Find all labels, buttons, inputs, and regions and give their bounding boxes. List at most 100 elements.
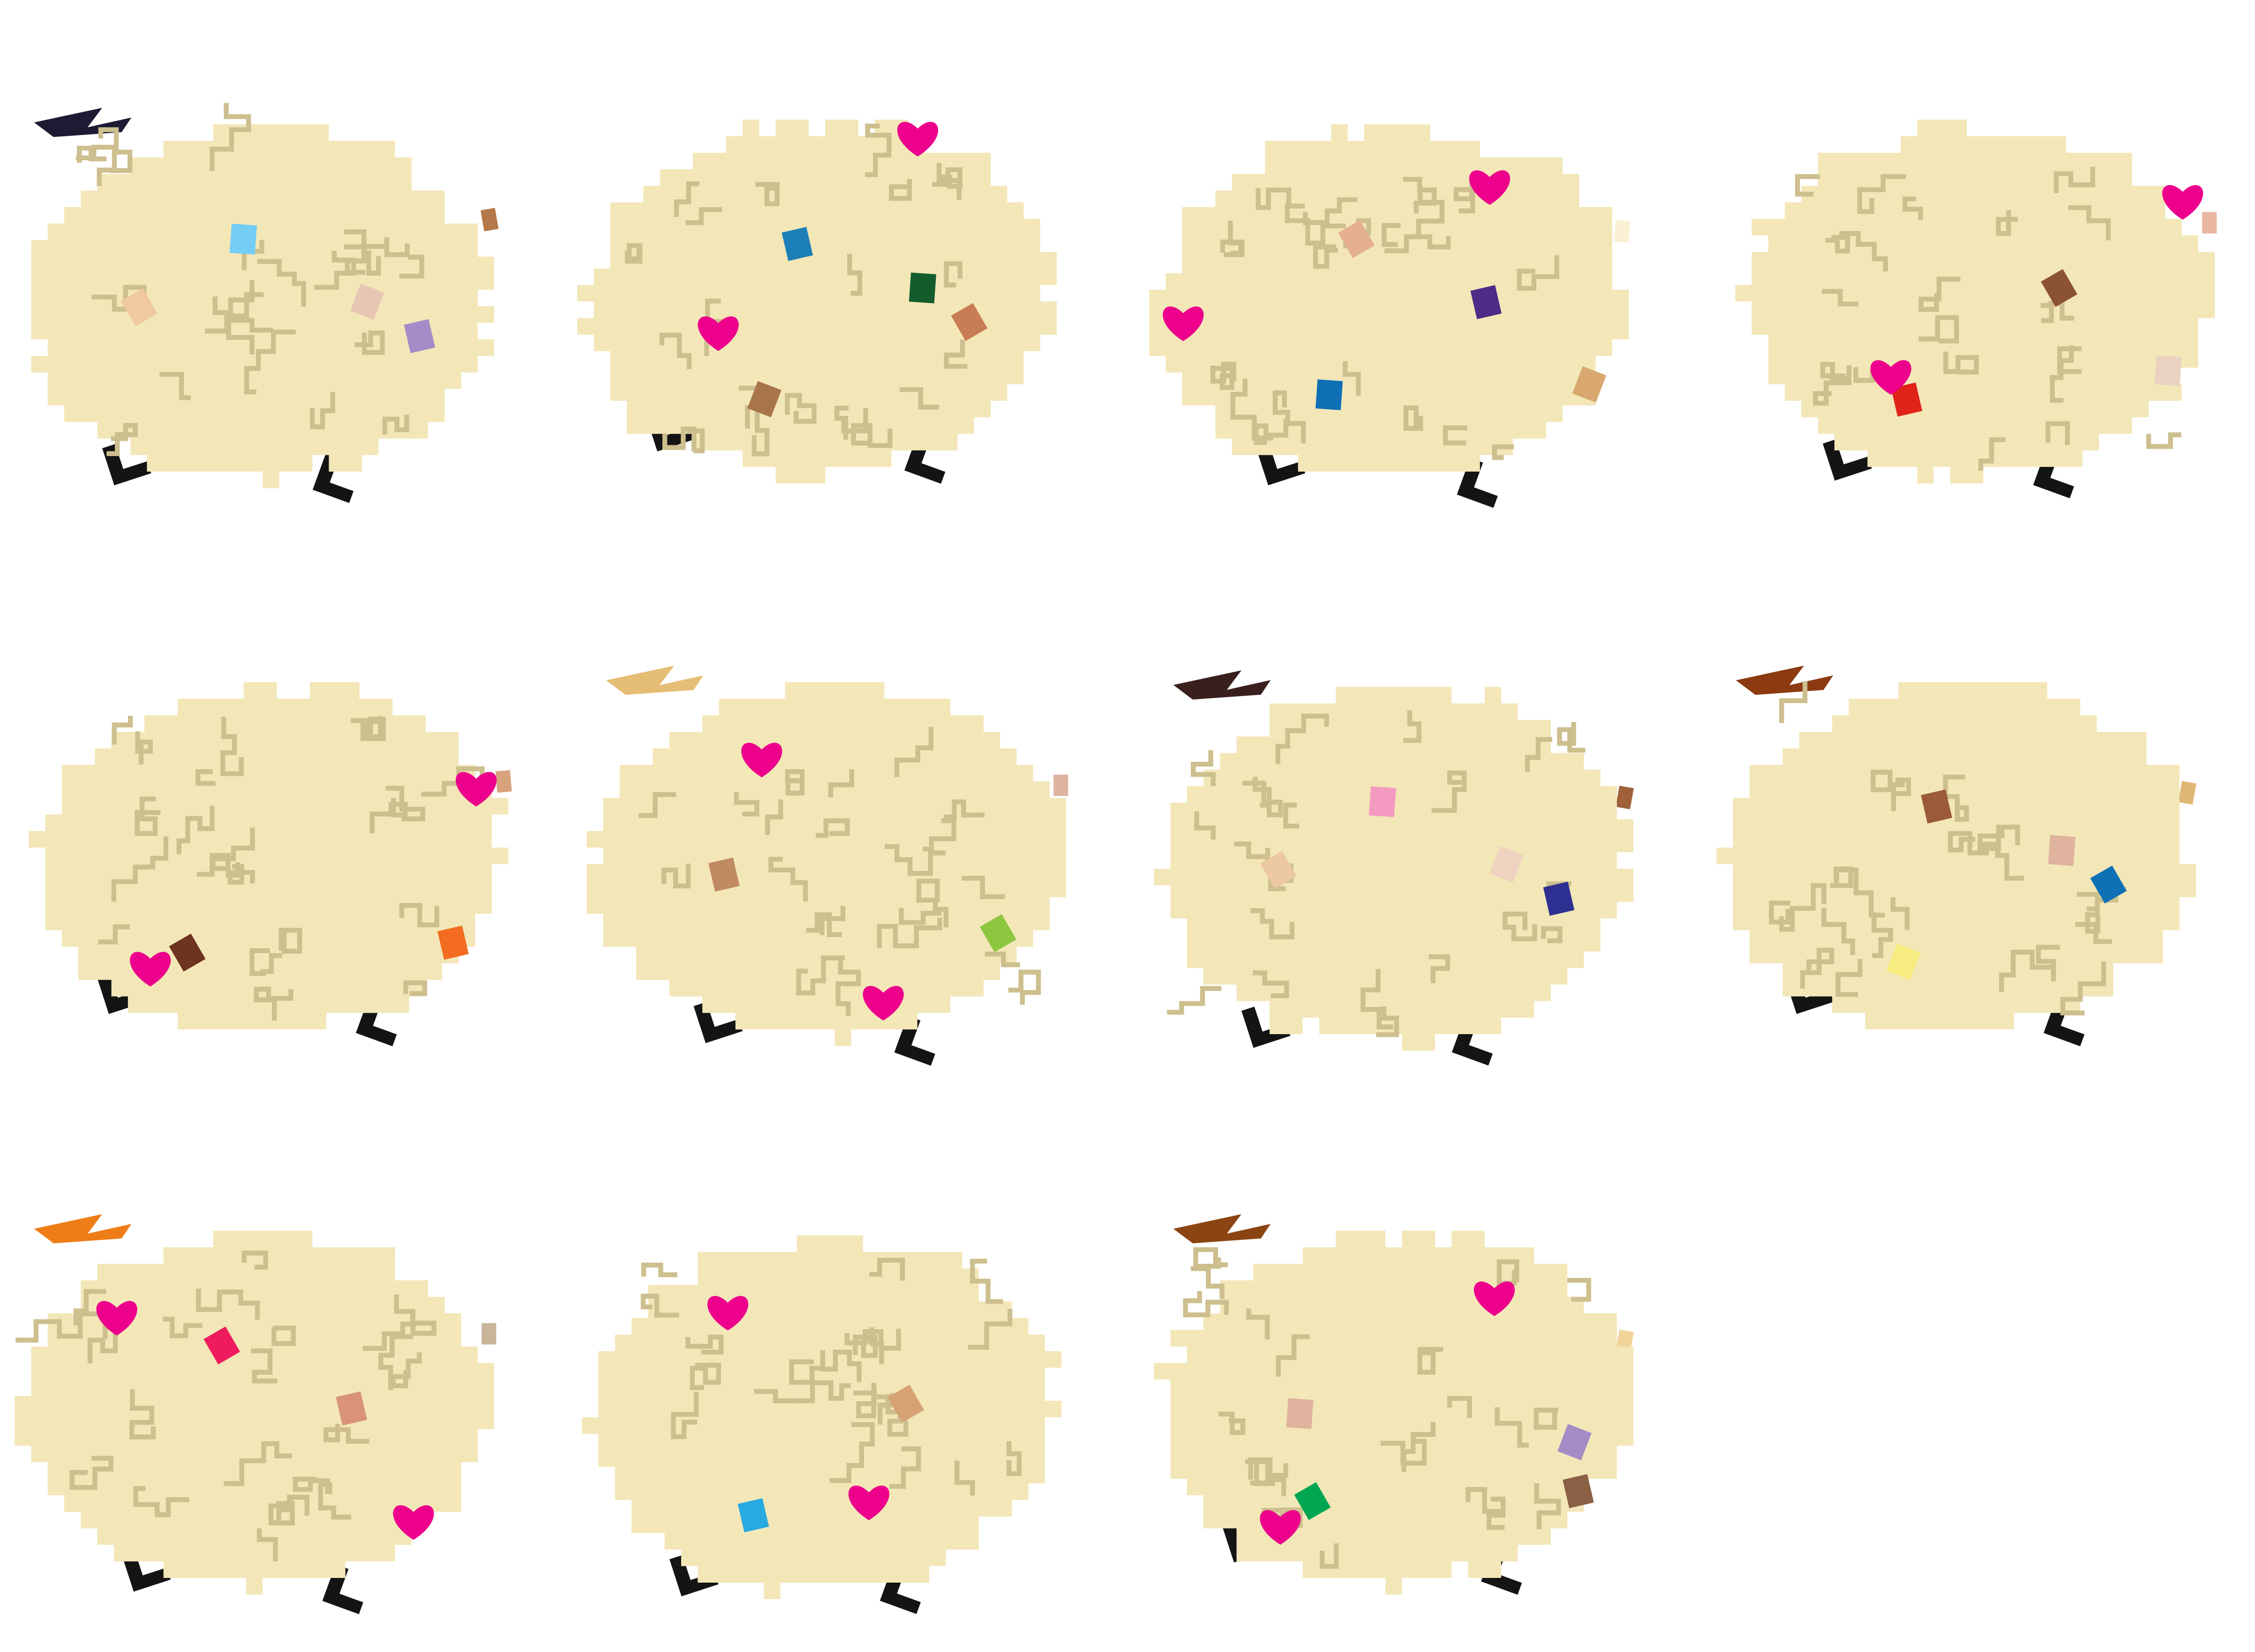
sheep-figure — [577, 103, 1064, 492]
wrinkle-line — [1242, 781, 1283, 818]
wrinkle-line — [1183, 1291, 1229, 1317]
wrinkle-line — [1194, 811, 1216, 840]
sheep-svg — [1149, 124, 1631, 508]
wrinkle-line — [73, 1289, 106, 1326]
wrinkle-line — [944, 339, 968, 369]
sheep-svg — [1735, 120, 2217, 499]
sheep-figure — [1149, 108, 1636, 508]
wrinkle-line — [271, 1325, 296, 1346]
wrinkle-line — [1872, 912, 1893, 958]
wrinkle-line — [865, 123, 892, 177]
wrinkle-line — [1902, 196, 1923, 220]
wrinkle-line — [962, 876, 1005, 899]
wrinkle-line — [354, 330, 385, 355]
wrinkle-line — [1416, 186, 1445, 237]
wrinkle-line — [754, 1389, 798, 1404]
heart-icon — [863, 986, 904, 1021]
patch-icon — [2041, 269, 2078, 307]
wrinkle-line — [1313, 244, 1338, 269]
wrinkle-line — [885, 844, 946, 876]
wrinkle-line — [671, 1392, 699, 1439]
patch-icon — [887, 1384, 925, 1423]
wrinkle-line — [1218, 1412, 1246, 1435]
wrinkle-line — [256, 1528, 278, 1562]
fleece-body — [582, 1235, 1062, 1599]
heart-icon — [848, 1486, 889, 1520]
wrinkle-line — [847, 254, 863, 296]
fleece-body — [577, 120, 1057, 484]
fleece-body — [31, 124, 495, 488]
wrinkle-line — [828, 769, 854, 798]
wrinkle-line — [204, 296, 229, 334]
wrinkle-line — [1918, 277, 1961, 312]
wrinkle-line — [2057, 346, 2082, 374]
wrinkle-line — [1320, 1543, 1339, 1569]
ear-tag-icon — [481, 1323, 496, 1345]
sheep-svg — [577, 120, 1057, 484]
wrinkle-line — [1285, 203, 1346, 246]
patch-icon — [737, 1498, 769, 1532]
patch-icon — [1887, 943, 1921, 980]
wrinkle-line — [641, 1262, 677, 1277]
patch-icon — [747, 381, 782, 418]
wrinkle-line — [878, 1403, 909, 1437]
sheep-svg — [586, 666, 1068, 1066]
wrinkle-line — [394, 1294, 436, 1336]
wrinkle-line — [369, 798, 408, 834]
wrinkle-line — [1275, 713, 1329, 765]
sheep-svg — [31, 103, 499, 503]
wrinkle-line — [366, 250, 381, 276]
sheep-svg — [15, 1214, 496, 1614]
ear-tag-icon — [480, 208, 499, 232]
wrinkle-line — [1821, 908, 1855, 955]
sheep-figure — [28, 666, 516, 1055]
patch-icon — [1286, 1398, 1314, 1429]
wrinkle-line — [1895, 777, 1911, 796]
wrinkle-line — [1380, 1439, 1427, 1466]
wrinkle-line — [344, 229, 367, 249]
patches — [1887, 789, 2127, 980]
wrinkle-line — [765, 799, 783, 835]
wrinkle-line — [1252, 970, 1289, 999]
wrinkle-line — [755, 182, 780, 206]
sheep-svg — [582, 1235, 1062, 1614]
wrinkle-line — [1403, 405, 1423, 431]
wrinkle-line — [399, 903, 439, 928]
hearts — [1870, 185, 2203, 395]
wrinkle-line — [399, 255, 424, 279]
patch-icon — [1557, 1424, 1592, 1460]
fleece-wrinkles — [15, 1250, 436, 1562]
sheep-svg — [1716, 666, 2196, 1046]
wrinkle-line — [1978, 437, 2006, 471]
fleece-body — [29, 682, 509, 1030]
accessories — [495, 770, 512, 793]
wrinkle-line — [196, 1288, 260, 1320]
wrinkle-line — [378, 1334, 413, 1390]
wrinkle-line — [244, 330, 296, 395]
wrinkle-line — [227, 864, 255, 885]
wrinkle-line — [819, 906, 846, 935]
patch-icon — [203, 1326, 241, 1365]
wrinkle-line — [685, 207, 722, 225]
wrinkle-line — [1495, 1407, 1529, 1448]
sheep-figure — [1735, 103, 2222, 499]
wrinkle-line — [163, 1316, 203, 1338]
wrinkle-line — [135, 731, 153, 765]
fleece-body — [1716, 682, 2196, 1030]
patches — [169, 925, 469, 972]
wrinkle-line — [2146, 432, 2181, 449]
wrinkle-line — [1283, 803, 1300, 829]
wrinkle-line — [889, 1446, 921, 1489]
wrinkle-line — [1466, 1487, 1503, 1514]
heart-icon — [707, 1296, 749, 1331]
patch-icon — [909, 272, 936, 304]
leg-shape — [1241, 1006, 1291, 1048]
wrinkle-line — [1254, 419, 1288, 445]
wrinkle-line — [789, 1359, 822, 1385]
wrinkle-line — [1534, 1483, 1561, 1530]
patches — [708, 857, 1016, 953]
wrinkle-line — [1443, 425, 1467, 446]
sheep-figure — [1153, 1214, 1641, 1603]
patches — [1260, 786, 1575, 916]
patch-icon — [1368, 786, 1396, 818]
